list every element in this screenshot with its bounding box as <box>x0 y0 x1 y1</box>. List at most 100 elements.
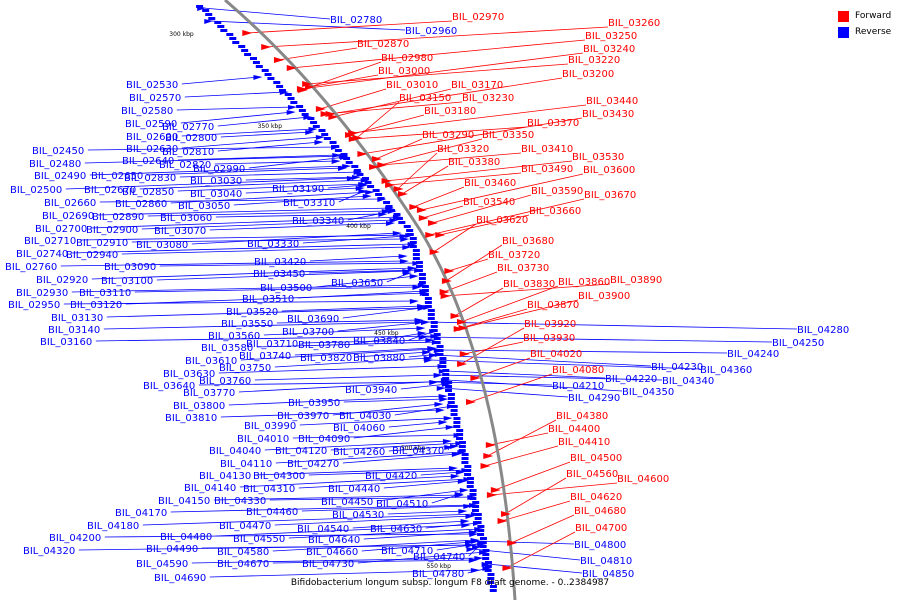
reverse-gene-label: BIL_03640 <box>143 381 195 392</box>
reverse-feature-block <box>332 145 340 148</box>
reverse-connector-line <box>400 383 448 390</box>
reverse-feature-block <box>482 553 490 556</box>
reverse-feature-block <box>479 545 487 548</box>
reverse-connector-line <box>146 167 344 176</box>
reverse-gene-label: BIL_02570 <box>129 93 181 104</box>
reverse-gene-mark <box>399 234 409 239</box>
reverse-feature-block <box>220 29 228 32</box>
forward-connector-line <box>462 299 579 329</box>
reverse-gene-mark <box>409 299 419 304</box>
forward-gene-mark <box>458 325 469 331</box>
reverse-connector-line <box>139 179 367 190</box>
reverse-gene-label: BIL_03050 <box>178 201 230 212</box>
reverse-connector-line <box>179 171 360 178</box>
genome-caption: Bifidobacterium longum subsp. longum F8 … <box>290 578 610 588</box>
reverse-gene-label: BIL_04170 <box>115 508 167 519</box>
reverse-connector-line <box>180 111 293 124</box>
reverse-feature-block <box>430 325 438 328</box>
reverse-feature-block <box>273 81 281 84</box>
reverse-gene-label: BIL_04740 <box>413 552 465 563</box>
forward-gene-label: BIL_03430 <box>582 109 634 120</box>
reverse-connector-line <box>263 327 423 336</box>
reverse-gene-label: BIL_02850 <box>122 187 174 198</box>
forward-gene-label: BIL_03220 <box>568 55 620 66</box>
reverse-connector-line <box>347 210 394 221</box>
reverse-gene-label: BIL_03550 <box>221 319 273 330</box>
reverse-connector-line <box>439 374 663 381</box>
reverse-connector-line <box>184 91 286 98</box>
reverse-feature-block <box>415 269 423 272</box>
reverse-feature-block <box>482 557 490 560</box>
scale-tick-label: 550 kbp <box>426 563 451 570</box>
reverse-connector-line <box>191 557 481 564</box>
reverse-feature-block <box>461 457 469 460</box>
reverse-feature-block <box>439 357 447 360</box>
reverse-gene-label: BIL_04850 <box>582 569 634 580</box>
reverse-feature-block <box>421 285 429 288</box>
reverse-gene-label: BIL_02820 <box>159 160 211 171</box>
reverse-gene-label: BIL_04340 <box>662 376 714 387</box>
forward-connector-line <box>433 223 477 253</box>
reverse-gene-label: BIL_02530 <box>126 80 178 91</box>
reverse-connector-line <box>276 319 421 324</box>
forward-gene-label: BIL_04080 <box>552 365 604 376</box>
reverse-feature-block <box>250 57 258 60</box>
reverse-feature-block <box>229 37 237 40</box>
reverse-feature-block <box>471 509 479 512</box>
reverse-gene-label: BIL_04120 <box>275 446 327 457</box>
reverse-feature-block <box>301 113 309 116</box>
reverse-gene-mark <box>450 444 460 449</box>
reverse-feature-block <box>469 493 477 496</box>
reverse-gene-mark <box>451 452 461 457</box>
reverse-gene-label: BIL_03420 <box>254 257 306 268</box>
reverse-feature-block <box>450 405 458 408</box>
reverse-feature-block <box>472 505 480 508</box>
forward-connector-line <box>332 88 452 118</box>
forward-gene-label: BIL_03320 <box>437 144 489 155</box>
reverse-gene-mark <box>314 140 324 145</box>
reverse-gene-label: BIL_03580 <box>201 343 253 354</box>
reverse-connector-line <box>142 513 478 526</box>
reverse-gene-label: BIL_03130 <box>51 313 103 324</box>
forward-gene-mark <box>273 57 284 63</box>
forward-gene-label: BIL_03410 <box>521 144 573 155</box>
reverse-connector-line <box>220 409 442 418</box>
reverse-gene-label: BIL_04030 <box>339 411 391 422</box>
reverse-feature-block <box>310 121 318 124</box>
forward-swatch <box>838 10 849 22</box>
forward-gene-label: BIL_03230 <box>462 93 514 104</box>
reverse-gene-label: BIL_03610 <box>185 356 237 367</box>
forward-gene-mark <box>457 319 468 325</box>
reverse-gene-mark <box>470 568 480 573</box>
reverse-feature-block <box>412 249 420 252</box>
reverse-gene-label: BIL_02490 <box>34 171 86 182</box>
reverse-feature-block <box>450 409 458 412</box>
forward-gene-label: BIL_04560 <box>566 469 618 480</box>
reverse-feature-block <box>238 45 246 48</box>
reverse-feature-block <box>244 53 252 56</box>
forward-connector-line <box>372 138 483 168</box>
legend-reverse-label: Reverse <box>855 27 892 37</box>
reverse-feature-block <box>430 329 438 332</box>
forward-gene-label: BIL_03930 <box>523 333 575 344</box>
reverse-feature-block <box>318 129 326 132</box>
reverse-connector-line <box>472 548 581 561</box>
reverse-feature-block <box>395 217 403 220</box>
forward-gene-mark <box>425 232 436 238</box>
reverse-feature-block <box>276 85 284 88</box>
reverse-gene-mark <box>287 105 297 110</box>
reverse-feature-block <box>217 25 225 28</box>
reverse-gene-label: BIL_04470 <box>219 521 271 532</box>
reverse-gene-label: BIL_03770 <box>183 388 235 399</box>
forward-gene-mark <box>409 204 420 210</box>
forward-connector-line <box>352 126 528 140</box>
reverse-connector-line <box>342 453 458 464</box>
reverse-gene-mark <box>392 231 402 236</box>
reverse-connector-line <box>141 219 396 230</box>
reverse-gene-label: BIL_04130 <box>199 471 251 482</box>
reverse-connector-line <box>343 398 446 403</box>
reverse-connector-line <box>332 403 441 416</box>
reverse-feature-block <box>377 197 385 200</box>
reverse-feature-block <box>340 153 348 156</box>
